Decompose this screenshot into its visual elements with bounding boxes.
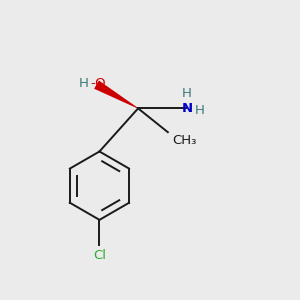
Text: H: H bbox=[182, 87, 192, 100]
Text: N: N bbox=[182, 102, 193, 115]
Text: -O: -O bbox=[90, 76, 106, 90]
Text: H: H bbox=[195, 104, 205, 117]
Text: CH₃: CH₃ bbox=[172, 134, 197, 147]
Polygon shape bbox=[94, 80, 138, 109]
Text: H: H bbox=[79, 76, 89, 90]
Text: Cl: Cl bbox=[93, 249, 106, 262]
